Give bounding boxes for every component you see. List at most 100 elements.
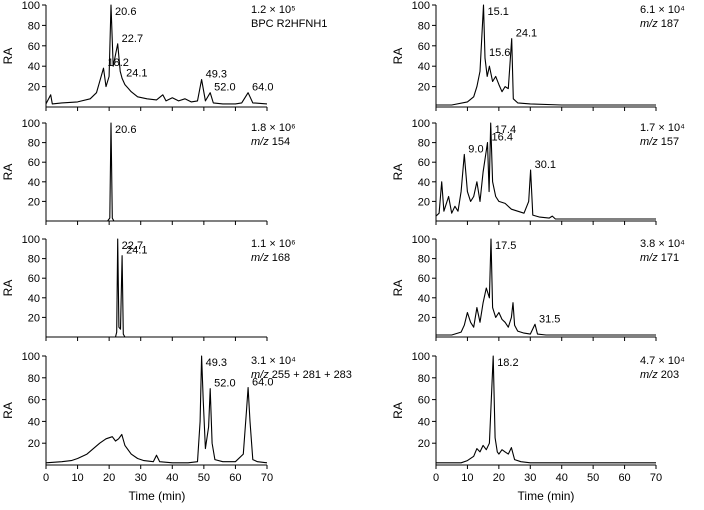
y-tick-label: 20 <box>28 438 40 450</box>
chromatogram-trace <box>435 122 656 220</box>
panel-info-line: m/z 168 <box>251 252 290 264</box>
y-tick-label: 80 <box>28 20 40 32</box>
y-tick-label: 80 <box>418 373 430 385</box>
panel-info-line: m/z 171 <box>640 252 679 264</box>
peak-label: 64.0 <box>252 82 273 94</box>
panel-right-0: 20 40 60 80 100 RA 15.1 15.6 24.1 6.1 × 10⁴ m/z 18… <box>391 0 685 111</box>
peak-label: 18.2 <box>497 357 518 369</box>
peak-label: 9.0 <box>468 143 483 155</box>
x-tick-label: 60 <box>229 472 241 484</box>
y-tick-label: 60 <box>418 395 430 407</box>
panel-info-line: m/z 157 <box>640 136 679 148</box>
y-tick-label: 80 <box>418 20 430 32</box>
panel-right-2: 20 40 60 80 100 RA 17.5 31.5 3.8 × 10⁴ m/z 171 <box>391 234 685 341</box>
y-tick-label: 100 <box>22 351 40 363</box>
panel-info-line: m/z 203 <box>640 369 679 381</box>
y-tick-label: 80 <box>418 138 430 150</box>
y-tick-label: 80 <box>28 254 40 266</box>
panel-info-line: 3.1 × 10⁴ <box>251 355 296 367</box>
mz-value: 203 <box>658 369 679 381</box>
panel-info-line: 6.1 × 10⁴ <box>640 4 685 16</box>
mz-value: 255 + 281 + 283 <box>269 369 352 381</box>
mz-label: m/z <box>251 136 269 148</box>
panel-left-1: 20 40 60 80 100 RA 20.6 1.8 × 10⁶ m/z 154 <box>1 118 296 225</box>
peak-label: 30.1 <box>535 159 556 171</box>
y-tick-label: 20 <box>418 312 430 324</box>
peak-label: 17.5 <box>495 240 516 252</box>
x-tick-label: 40 <box>166 472 178 484</box>
peak-label: 49.3 <box>206 68 227 80</box>
mz-label: m/z <box>251 252 269 264</box>
x-tick-label: 50 <box>198 472 210 484</box>
y-tick-label: 100 <box>22 0 40 12</box>
y-tick-label: 60 <box>418 157 430 169</box>
y-tick-label: 40 <box>28 293 40 305</box>
y-tick-label: 20 <box>418 438 430 450</box>
mz-value: 157 <box>658 136 679 148</box>
x-tick-label: 70 <box>261 472 273 484</box>
x-tick-label: 20 <box>103 472 115 484</box>
mz-value: 154 <box>269 136 290 148</box>
y-tick-label: 40 <box>28 416 40 428</box>
y-tick-label: 20 <box>28 82 40 94</box>
peak-label: 18.2 <box>107 57 128 69</box>
chromatogram-trace <box>436 355 656 464</box>
panel-info-line: 1.7 × 10⁴ <box>640 122 685 134</box>
y-tick-label: 100 <box>412 351 430 363</box>
x-tick-label: 10 <box>461 472 473 484</box>
y-tick-label: 40 <box>418 61 430 73</box>
y-tick-label: 60 <box>418 273 430 285</box>
y-tick-label: 40 <box>28 177 40 189</box>
y-tick-label: 100 <box>22 118 40 130</box>
chromatogram-trace <box>45 355 268 464</box>
y-tick-label: 60 <box>28 41 40 53</box>
chromatogram-trace <box>46 238 267 338</box>
peak-label: 22.7 <box>122 240 143 252</box>
y-axis-title: RA <box>1 48 15 65</box>
peak-label: 20.6 <box>115 124 136 136</box>
panel-right-3: 20 40 60 80 100 RA 0 10 20 30 40 50 60 70 18.2 4.7 × 10… <box>391 351 685 484</box>
y-tick-label: 40 <box>418 177 430 189</box>
y-axis-title: RA <box>1 402 15 419</box>
chromatogram-trace <box>436 4 656 106</box>
x-tick-label: 30 <box>135 472 147 484</box>
panel-info-line: 3.8 × 10⁴ <box>640 238 685 250</box>
y-tick-label: 80 <box>28 138 40 150</box>
y-tick-label: 80 <box>418 254 430 266</box>
mz-value: 171 <box>658 252 679 264</box>
panel-info-line: 1.8 × 10⁶ <box>251 122 296 134</box>
y-tick-label: 40 <box>418 293 430 305</box>
peak-label: 22.7 <box>122 33 143 45</box>
y-tick-label: 100 <box>22 234 40 246</box>
y-tick-label: 60 <box>28 157 40 169</box>
y-axis-title: RA <box>391 402 405 419</box>
x-tick-label: 70 <box>650 472 662 484</box>
y-tick-label: 40 <box>28 61 40 73</box>
y-tick-label: 100 <box>412 118 430 130</box>
peak-label: 24.1 <box>516 28 537 40</box>
y-tick-label: 20 <box>418 82 430 94</box>
peak-label: 52.0 <box>214 378 235 390</box>
y-tick-label: 60 <box>28 273 40 285</box>
mz-label: m/z <box>640 18 658 30</box>
y-tick-label: 20 <box>418 196 430 208</box>
panel-right-1: 20 40 60 80 100 RA 9.0 16.417.4 30.1 1.7 × 10⁴ m/z… <box>391 118 685 225</box>
peak-label: 31.5 <box>539 313 560 325</box>
peak-label: 64.0 <box>252 377 273 389</box>
right-xaxis-title: Time (min) <box>518 489 575 503</box>
chromatogram-trace <box>46 122 267 222</box>
mz-label: m/z <box>640 136 658 148</box>
panel-info-line: m/z 154 <box>251 136 290 148</box>
x-tick-label: 20 <box>493 472 505 484</box>
x-tick-label: 0 <box>43 472 49 484</box>
y-tick-label: 20 <box>28 312 40 324</box>
left-xaxis-title: Time (min) <box>129 489 186 503</box>
y-axis-title: RA <box>391 164 405 181</box>
x-tick-label: 50 <box>587 472 599 484</box>
x-tick-label: 40 <box>556 472 568 484</box>
peak-label: 24.1 <box>126 67 147 79</box>
mz-label: m/z <box>640 369 658 381</box>
y-tick-label: 40 <box>418 416 430 428</box>
chromatogram-trace <box>436 238 656 336</box>
